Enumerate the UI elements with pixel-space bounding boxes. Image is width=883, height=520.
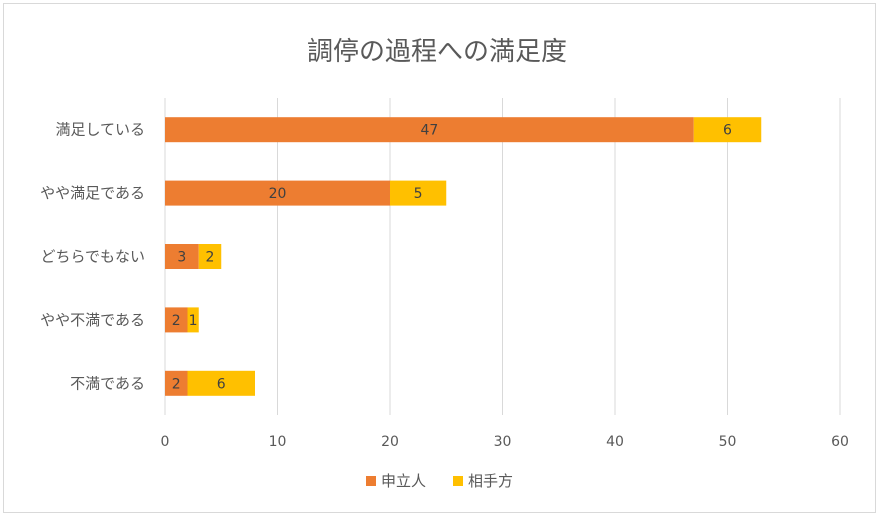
bar-applicant-4 xyxy=(165,370,188,396)
category-label: 満足している xyxy=(55,121,145,139)
legend: 申立人 相手方 xyxy=(366,472,513,490)
labels-layer: 47 620 53 22 12 6 xyxy=(172,123,732,393)
chart-title: 調停の過程への満足度 xyxy=(307,37,567,67)
x-tick-label-40: 40 xyxy=(606,434,624,450)
x-tick-label-30: 30 xyxy=(494,434,512,450)
data-label-applicant-2: 3 xyxy=(177,250,186,266)
legend-swatch-applicant xyxy=(366,476,376,486)
bar-applicant-1 xyxy=(165,180,390,206)
data-label-respondent-0: 6 xyxy=(723,123,732,139)
bar-respondent-2 xyxy=(198,244,222,269)
category-label: やや満足である xyxy=(40,184,145,202)
bar-applicant-0 xyxy=(165,117,694,143)
data-label-respondent-4: 6 xyxy=(217,376,226,392)
data-label-applicant-0: 47 xyxy=(420,123,438,139)
bar-respondent-3 xyxy=(187,307,199,333)
category-label: どちらでもない xyxy=(40,248,145,266)
bar-applicant-3 xyxy=(165,307,188,333)
category-label: やや不満である xyxy=(40,311,145,329)
bar-respondent-4 xyxy=(187,370,255,396)
x-tick-label-0: 0 xyxy=(161,434,170,450)
x-tick-label-10: 10 xyxy=(269,434,287,450)
bars-layer xyxy=(165,117,762,396)
data-label-applicant-4: 2 xyxy=(172,376,181,392)
category-label: 不満である xyxy=(70,374,145,392)
axis-layer: 0 10 20 30 40 50 60 満足しているやや満足であるどちらでもないやや不満である… xyxy=(40,121,849,450)
data-label-respondent-2: 2 xyxy=(206,250,215,266)
x-tick-label-50: 50 xyxy=(719,434,737,450)
bar-respondent-0 xyxy=(693,117,762,143)
chart-frame xyxy=(3,3,876,513)
data-label-respondent-3: 1 xyxy=(189,313,198,329)
data-label-applicant-3: 2 xyxy=(172,313,181,329)
grid-layer xyxy=(164,98,841,415)
data-label-respondent-1: 5 xyxy=(414,186,423,202)
legend-label-respondent: 相手方 xyxy=(468,472,513,490)
x-tick-label-20: 20 xyxy=(381,434,399,450)
x-tick-label-60: 60 xyxy=(831,434,849,450)
legend-label-applicant: 申立人 xyxy=(381,472,426,490)
data-label-applicant-1: 20 xyxy=(269,186,287,202)
bar-respondent-1 xyxy=(390,180,447,206)
bar-applicant-2 xyxy=(165,244,199,269)
legend-swatch-respondent xyxy=(453,476,463,486)
